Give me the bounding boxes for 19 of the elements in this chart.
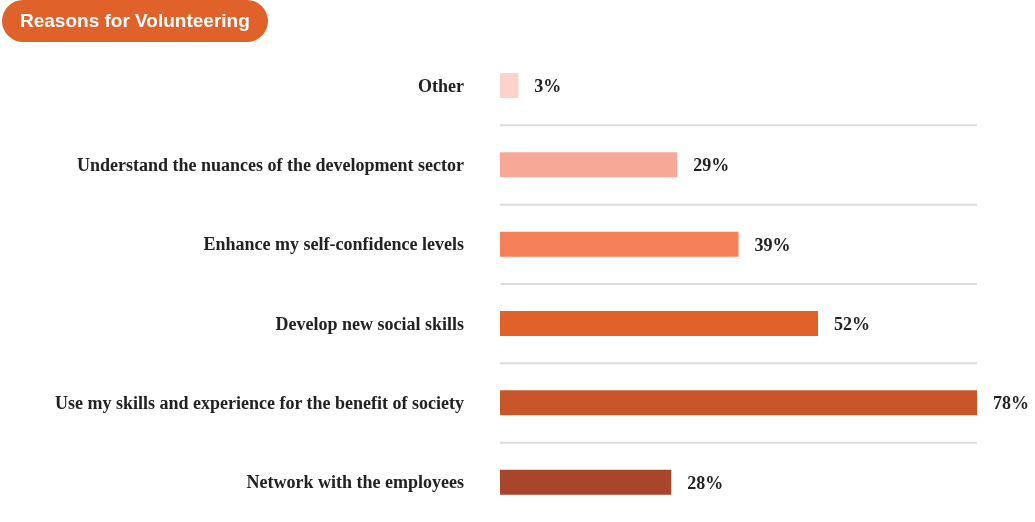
y-tick-label: Understand the nuances of the development sector xyxy=(77,155,464,175)
data-label: 29% xyxy=(693,155,730,176)
bar xyxy=(500,73,519,98)
data-label: 78% xyxy=(993,393,1029,414)
data-label: 28% xyxy=(687,472,724,493)
y-tick-label: Enhance my self-confidence levels xyxy=(203,234,464,255)
bar xyxy=(500,390,977,416)
bar xyxy=(500,231,739,257)
data-label: 52% xyxy=(834,313,870,334)
y-tick-label: Network with the employees xyxy=(246,472,464,493)
y-tick-label: Develop new social skills xyxy=(275,313,464,334)
bar xyxy=(500,311,818,336)
bar xyxy=(500,469,672,495)
data-label: 3% xyxy=(534,75,562,96)
data-label: 39% xyxy=(754,234,791,255)
y-tick-label: Other xyxy=(418,75,465,96)
y-tick-label: Use my skills and experience for the benefit of society xyxy=(54,393,464,413)
text: Reasons for Volunteering xyxy=(2,0,268,42)
bar xyxy=(500,152,678,178)
